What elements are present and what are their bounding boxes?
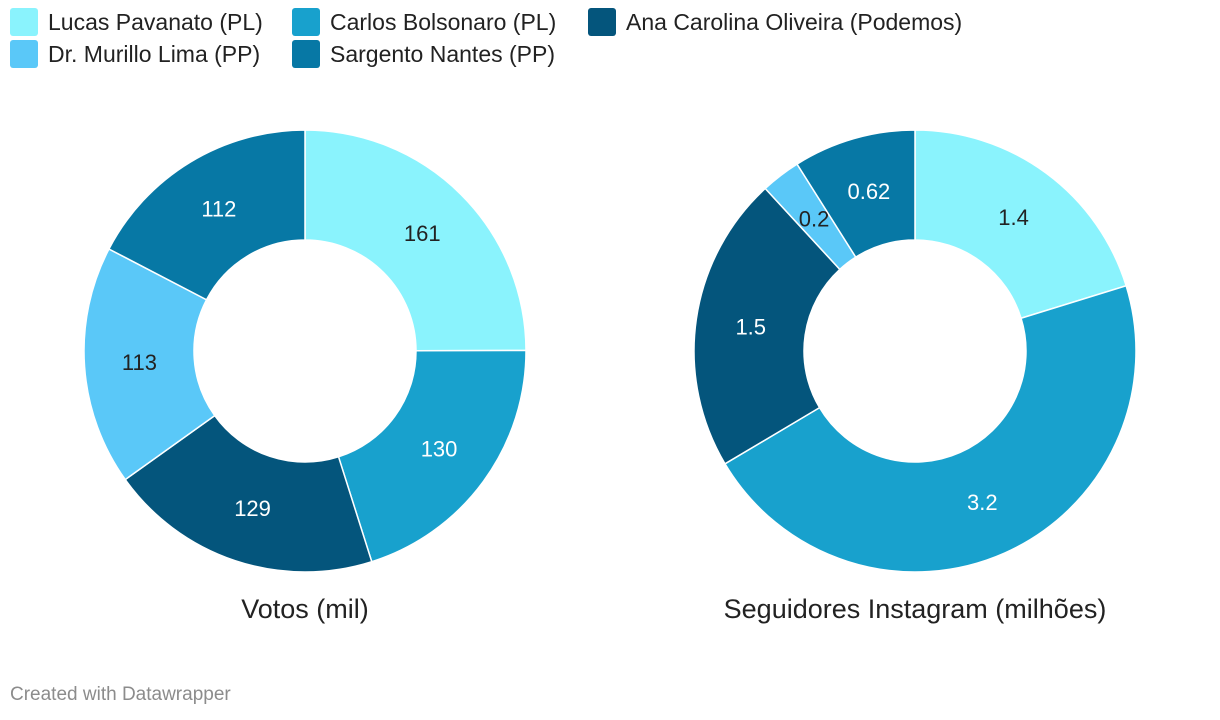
legend-item-lucas-pavanato: Lucas Pavanato (PL) [10, 6, 263, 38]
legend-swatch [10, 8, 38, 36]
data-label: 1.4 [998, 205, 1029, 230]
legend-label: Dr. Murillo Lima (PP) [48, 40, 261, 67]
legend-item-sargento-nantes: Sargento Nantes (PP) [292, 38, 555, 70]
data-label: 0.2 [799, 207, 830, 232]
legend-label: Carlos Bolsonaro (PL) [330, 8, 557, 35]
slice-sargento-nantes-pp [796, 129, 916, 259]
slice-sargento-nantes-pp [107, 129, 306, 301]
chart-title: Votos (mil) [241, 594, 369, 624]
data-label: 0.62 [847, 179, 890, 204]
legend-swatch [292, 40, 320, 68]
data-label: 161 [404, 221, 441, 246]
legend-label: Lucas Pavanato (PL) [48, 8, 263, 35]
legend-item-ana-carolina-oliveira: Ana Carolina Oliveira (Podemos) [588, 6, 962, 38]
slice-carlos-bolsonaro-pl [337, 349, 527, 563]
data-label: 130 [421, 436, 458, 461]
legend-label: Sargento Nantes (PP) [330, 40, 556, 67]
slice-lucas-pavanato-pl [914, 129, 1128, 320]
legend-swatch [292, 8, 320, 36]
donut-chart-1: 161 130 129 113 112 Votos (mil) [83, 129, 527, 624]
data-label: 113 [122, 350, 157, 375]
data-label: 129 [234, 496, 271, 521]
data-label: 1.5 [735, 314, 766, 339]
legend-item-murillo-lima: Dr. Murillo Lima (PP) [10, 38, 260, 70]
data-label: 3.2 [967, 490, 998, 515]
data-label: 112 [201, 197, 236, 222]
slice-dr-murillo-lima-pp [83, 247, 216, 481]
slice-ana-carolina-oliveira-podemos [124, 414, 373, 573]
legend-item-carlos-bolsonaro: Carlos Bolsonaro (PL) [292, 6, 556, 38]
slice-lucas-pavanato-pl [304, 129, 527, 352]
chart-title: Seguidores Instagram (milhões) [724, 594, 1107, 624]
legend-label: Ana Carolina Oliveira (Podemos) [626, 8, 963, 35]
legend-swatch [588, 8, 616, 36]
slice-carlos-bolsonaro-pl [723, 284, 1137, 573]
footer-credit: Created with Datawrapper [10, 684, 231, 705]
legend-swatch [10, 40, 38, 68]
slice-ana-carolina-oliveira-podemos [693, 187, 841, 465]
donut-chart-2: 1.4 3.2 1.5 0.2 0.62 Seguidores Instagram (mi… [693, 129, 1137, 624]
